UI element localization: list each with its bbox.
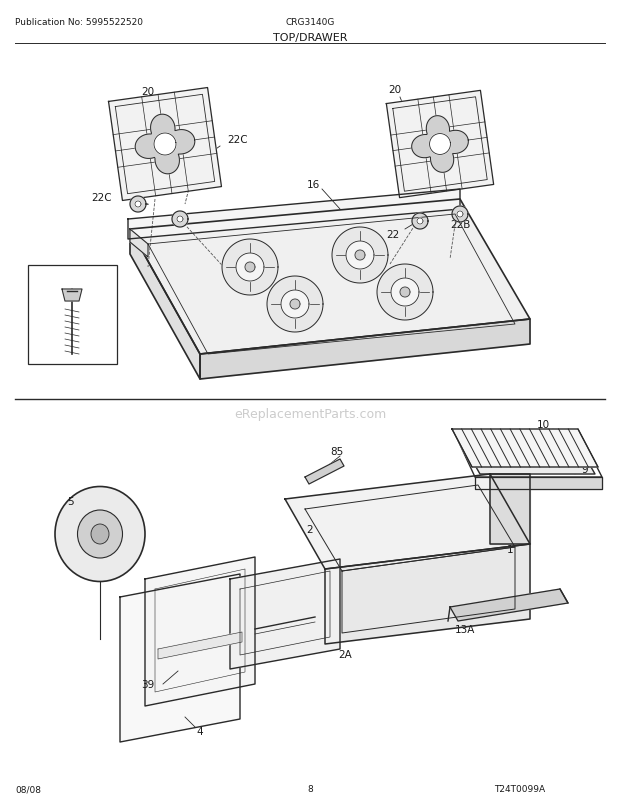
Text: 2: 2 (307, 525, 313, 534)
Polygon shape (222, 240, 278, 296)
Polygon shape (325, 545, 530, 644)
Text: 88: 88 (38, 274, 51, 285)
Text: 22B: 22B (450, 220, 470, 229)
Polygon shape (452, 429, 598, 468)
Polygon shape (230, 559, 340, 669)
Text: 2A: 2A (338, 649, 352, 659)
Polygon shape (135, 115, 195, 175)
Polygon shape (332, 228, 388, 284)
Polygon shape (490, 475, 530, 545)
Polygon shape (128, 190, 460, 240)
Text: 22C: 22C (92, 192, 112, 203)
Polygon shape (130, 229, 148, 257)
Text: TOP/DRAWER: TOP/DRAWER (273, 33, 347, 43)
Text: 4: 4 (197, 726, 203, 736)
Polygon shape (281, 290, 309, 318)
Ellipse shape (91, 525, 109, 545)
Text: 1: 1 (507, 545, 513, 554)
Text: 9: 9 (582, 464, 588, 475)
Polygon shape (305, 460, 344, 484)
Text: 22: 22 (386, 229, 400, 240)
Polygon shape (452, 207, 468, 223)
Text: 08/08: 08/08 (15, 784, 41, 793)
Polygon shape (346, 241, 374, 269)
Polygon shape (130, 229, 200, 379)
FancyBboxPatch shape (28, 265, 117, 365)
Ellipse shape (78, 510, 123, 558)
Text: 8: 8 (307, 784, 313, 793)
Polygon shape (200, 320, 530, 379)
Polygon shape (377, 265, 433, 321)
Polygon shape (236, 253, 264, 282)
Polygon shape (154, 134, 176, 156)
Polygon shape (430, 135, 451, 156)
Polygon shape (460, 439, 595, 475)
Polygon shape (172, 212, 188, 228)
Polygon shape (158, 632, 242, 659)
Polygon shape (130, 196, 146, 213)
Polygon shape (62, 290, 82, 302)
Polygon shape (412, 214, 428, 229)
Polygon shape (290, 300, 300, 310)
Text: 39: 39 (141, 679, 154, 689)
Text: 13A: 13A (455, 624, 475, 634)
Polygon shape (400, 288, 410, 298)
Polygon shape (245, 263, 255, 273)
Ellipse shape (55, 487, 145, 581)
Polygon shape (108, 88, 221, 201)
Polygon shape (130, 200, 530, 354)
Polygon shape (475, 477, 602, 489)
Polygon shape (267, 277, 323, 333)
Polygon shape (177, 217, 183, 223)
Polygon shape (457, 212, 463, 217)
Text: CRG3140G: CRG3140G (285, 18, 335, 27)
Polygon shape (391, 278, 419, 306)
Text: 5: 5 (68, 496, 74, 506)
Text: 85: 85 (330, 447, 343, 456)
Polygon shape (145, 557, 255, 706)
Text: Publication No: 5995522520: Publication No: 5995522520 (15, 18, 143, 27)
Polygon shape (417, 219, 423, 225)
Polygon shape (285, 475, 530, 569)
Polygon shape (412, 116, 468, 173)
Text: T24T0099A: T24T0099A (494, 784, 546, 793)
Polygon shape (450, 589, 568, 622)
Text: 20: 20 (389, 85, 402, 95)
Text: 22C: 22C (228, 135, 249, 145)
Polygon shape (120, 574, 240, 742)
Text: 10: 10 (536, 419, 549, 429)
Text: 20: 20 (141, 87, 154, 97)
Polygon shape (355, 251, 365, 261)
Polygon shape (135, 202, 141, 208)
Text: 16: 16 (306, 180, 320, 190)
Text: eReplacementParts.com: eReplacementParts.com (234, 407, 386, 420)
Polygon shape (386, 91, 494, 198)
